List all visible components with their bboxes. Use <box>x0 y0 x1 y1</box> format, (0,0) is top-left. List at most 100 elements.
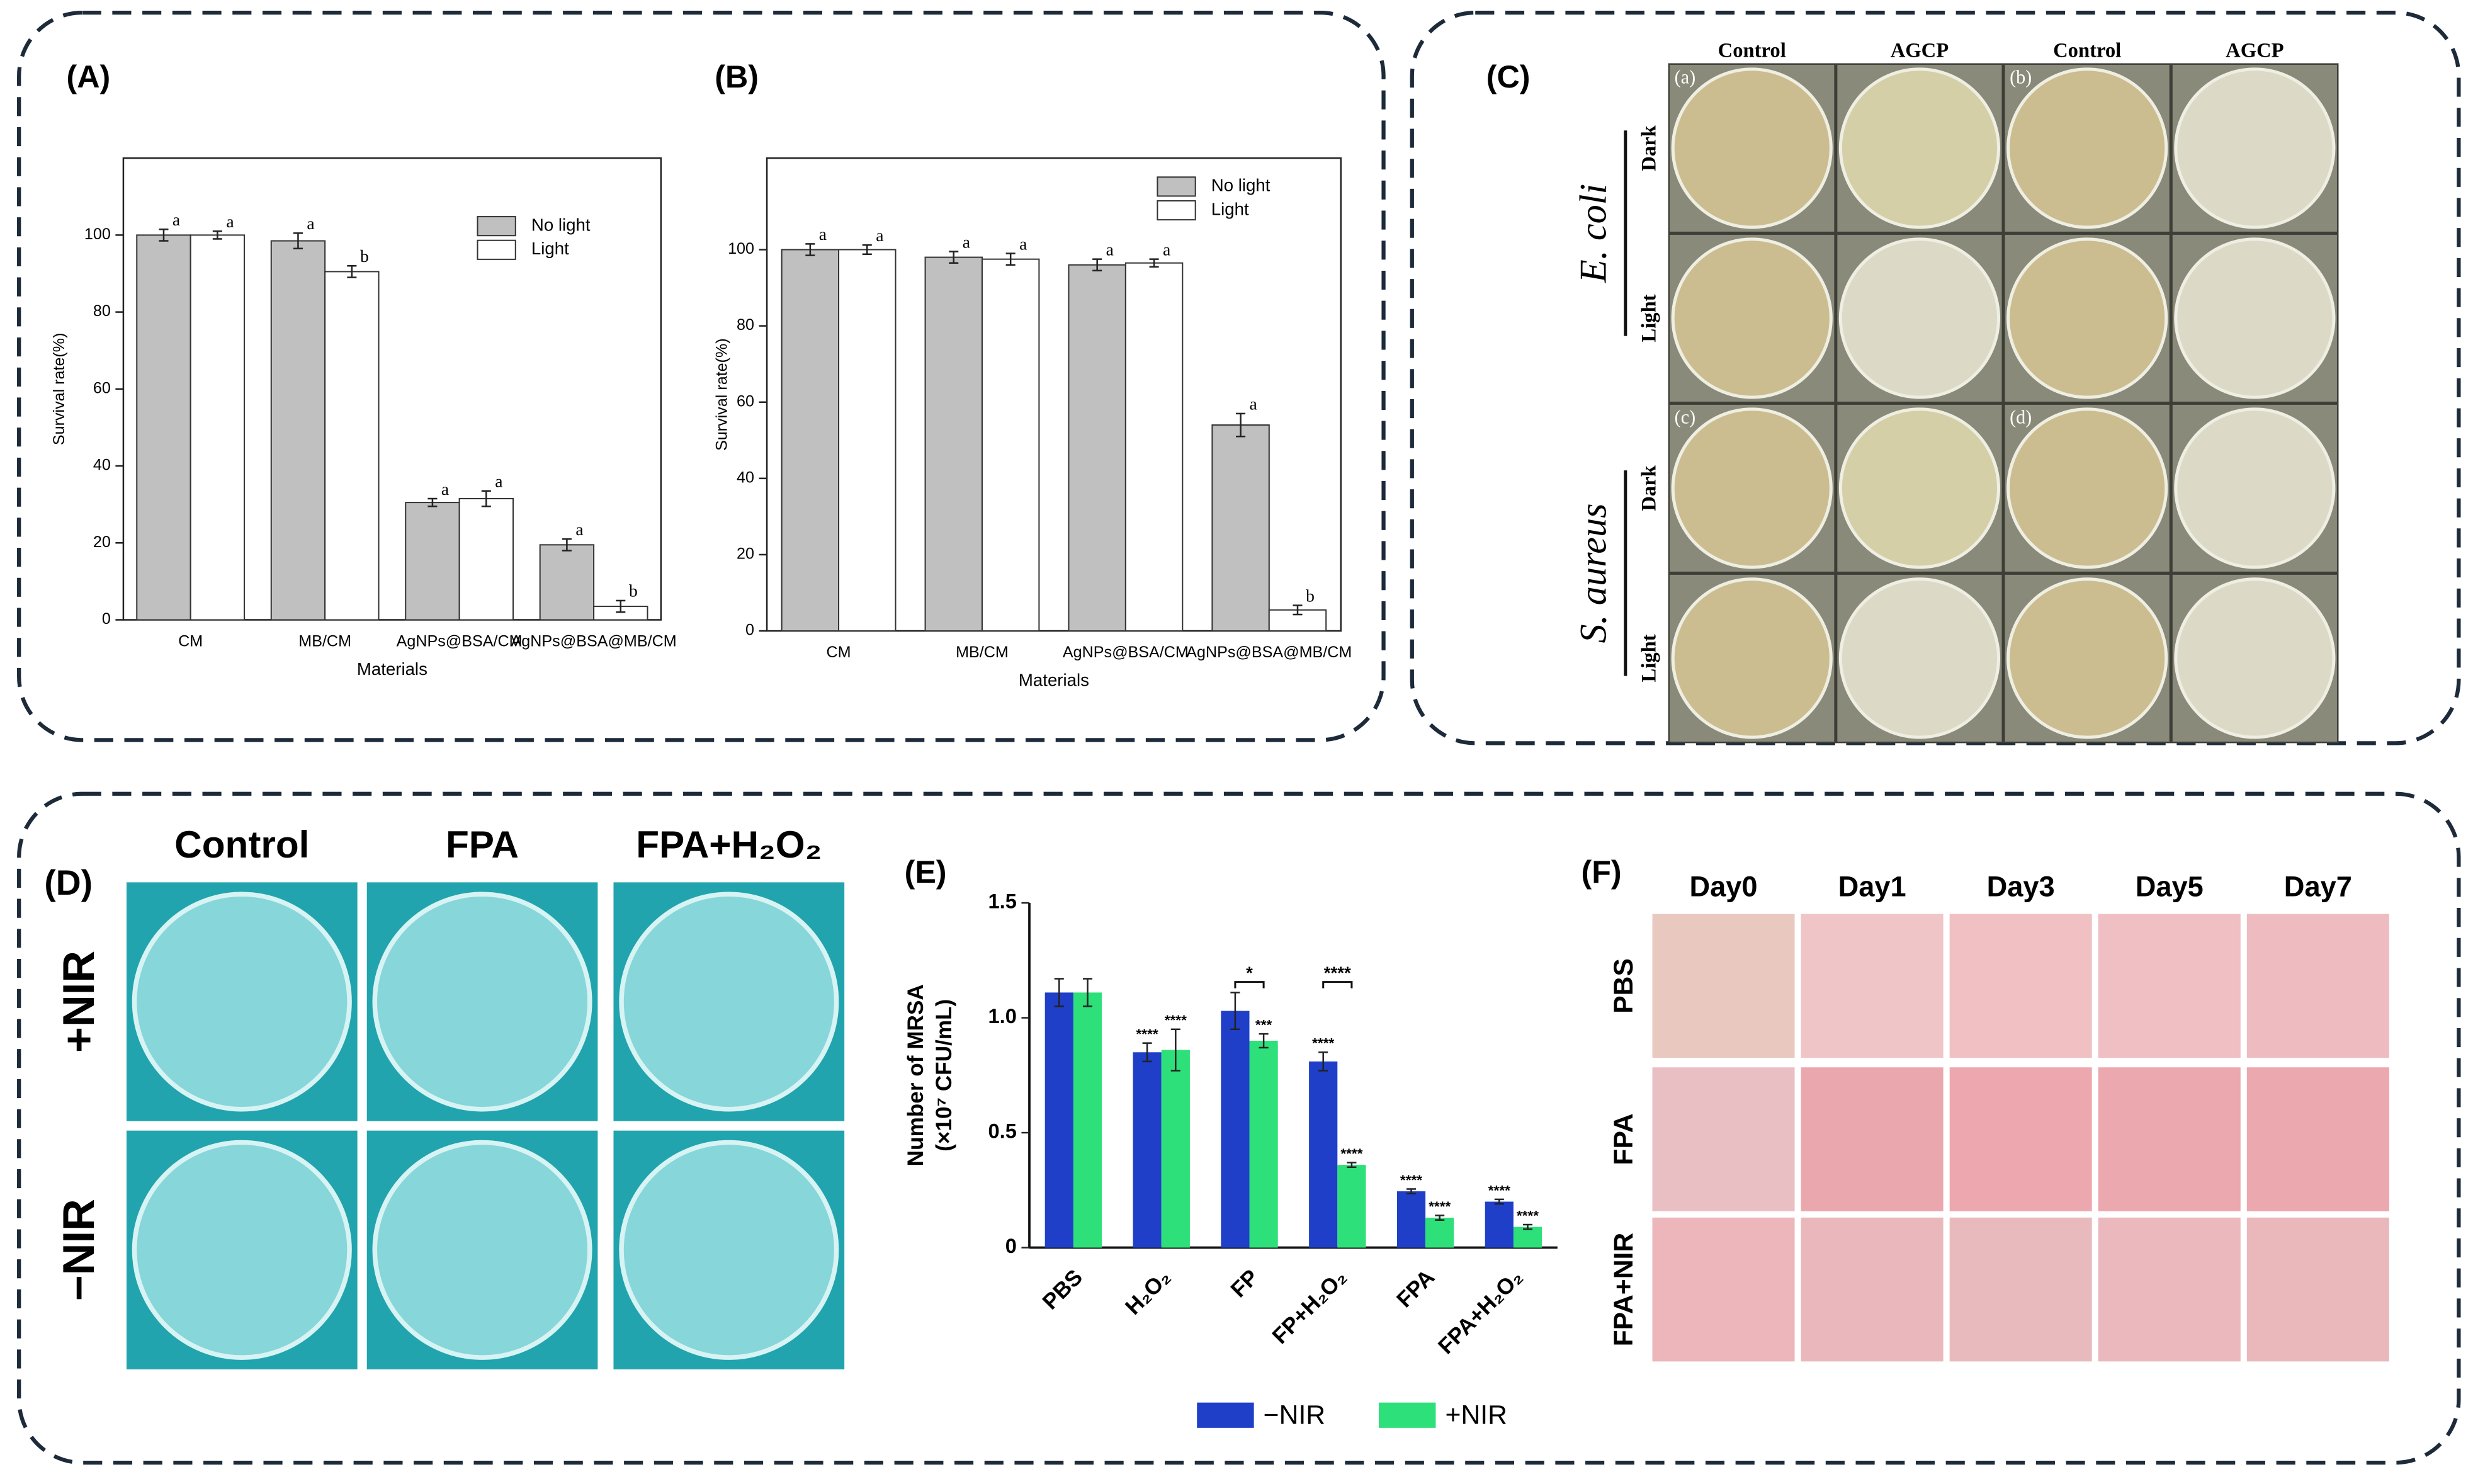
petri-dish <box>1671 237 1833 399</box>
error-bar <box>1054 978 1064 1007</box>
row-label: PBS <box>1609 958 1639 1014</box>
y-tick-label: 100 <box>728 240 754 258</box>
bar <box>1221 1011 1250 1248</box>
significance-bracket <box>1322 981 1353 988</box>
error-bar <box>1494 1198 1504 1205</box>
y-axis-label: Survival rate(%) <box>713 338 730 451</box>
error-bar <box>1318 1051 1328 1072</box>
column-header: FPA <box>446 823 519 866</box>
row-label: FPA+NIR <box>1609 1233 1639 1347</box>
bar-annotation: *** <box>1255 1017 1272 1033</box>
x-tick-label: FPA <box>1392 1265 1439 1312</box>
bar-annotation: a <box>876 225 883 245</box>
bar <box>1249 1041 1278 1248</box>
x-tick-label: AgNPs@BSA/CM <box>1063 643 1189 661</box>
error-bar <box>159 228 169 242</box>
photo <box>2246 1217 2389 1362</box>
plate-label: (a) <box>1675 66 1695 88</box>
petri-dish <box>2174 407 2336 569</box>
photo <box>1949 1067 2092 1211</box>
error-bar <box>293 232 303 250</box>
legend-label: No light <box>531 215 591 234</box>
petri-dish <box>2006 407 2168 569</box>
bar-annotation: a <box>441 479 449 499</box>
row-label: +NIR <box>54 951 103 1053</box>
legend-swatch <box>477 216 516 237</box>
error-bar <box>1347 1162 1357 1169</box>
petri-dish <box>372 1140 592 1360</box>
legend-label: No light <box>1211 176 1270 195</box>
column-header: Day0 <box>1690 870 1758 902</box>
bar <box>838 249 897 632</box>
y-tick-label: 0 <box>102 610 111 628</box>
petri-dish <box>1671 67 1833 229</box>
bar <box>981 258 1040 632</box>
bar <box>1309 1061 1338 1248</box>
photo <box>2098 914 2241 1058</box>
row-label: Light <box>1638 634 1660 682</box>
x-tick-label: PBS <box>1038 1265 1087 1315</box>
plate-label: (b) <box>2010 66 2032 88</box>
panel-label: (D) <box>44 863 93 902</box>
photo <box>1801 1067 1944 1211</box>
bar <box>539 544 595 621</box>
error-bar <box>212 230 222 240</box>
bar-annotation: **** <box>1488 1182 1510 1198</box>
bar <box>1396 1191 1426 1248</box>
petri-dish <box>1838 67 2001 229</box>
bar-annotation: b <box>629 581 638 601</box>
y-tick-label: 80 <box>737 316 754 334</box>
error-bar <box>347 265 357 278</box>
error-bar <box>1005 252 1016 266</box>
error-bar <box>562 538 572 552</box>
error-bar <box>616 599 626 613</box>
photo <box>2246 914 2389 1058</box>
y-tick-label: 0 <box>1005 1234 1017 1257</box>
column-header: Day5 <box>2136 870 2204 902</box>
significance-label: **** <box>1324 963 1351 982</box>
error-bar <box>1293 604 1303 616</box>
bar-annotation: a <box>1106 239 1114 259</box>
photo <box>2098 1217 2241 1362</box>
error-bar <box>1142 1042 1152 1063</box>
x-axis-label: Materials <box>357 659 427 679</box>
y-tick-label: 0 <box>745 621 754 639</box>
row-label: Dark <box>1638 125 1660 171</box>
y-axis-label: Number of MRSA <box>903 984 928 1166</box>
error-bar <box>481 490 491 507</box>
error-bar <box>1435 1215 1445 1221</box>
petri-dish <box>132 1140 352 1360</box>
row-label: Light <box>1638 294 1660 342</box>
plate-label: (d) <box>2010 406 2032 428</box>
bar-annotation: a <box>226 212 234 231</box>
column-header: FPA+H₂O₂ <box>636 823 822 866</box>
panel-label: (A) <box>67 59 111 94</box>
petri-dish <box>1671 577 1833 739</box>
x-tick-label: FPA+H₂O₂ <box>1434 1265 1527 1359</box>
petri-dish <box>1671 407 1833 569</box>
row-label: Dark <box>1638 465 1660 511</box>
legend-label: Light <box>531 239 569 258</box>
row-label: −NIR <box>54 1199 103 1301</box>
photo <box>1949 914 2092 1058</box>
x-tick-label: AgNPs@BSA/CM <box>397 632 523 650</box>
error-bar <box>1082 978 1093 1007</box>
photo <box>1801 1217 1944 1362</box>
x-tick-label: MB/CM <box>298 632 351 650</box>
frame-ab <box>17 10 1386 742</box>
bar <box>1337 1165 1366 1248</box>
bar <box>1211 424 1270 632</box>
y-axis-label: (×10⁷ CFU/mL) <box>932 999 956 1152</box>
y-tick-label: 60 <box>737 392 754 410</box>
significance-label: * <box>1246 963 1253 982</box>
x-tick-label: CM <box>827 643 851 661</box>
plot-frame <box>766 157 1342 632</box>
legend-label: −NIR <box>1264 1400 1325 1430</box>
panel-label: (C) <box>1486 59 1531 94</box>
panel-label: (E) <box>905 854 947 890</box>
bar <box>1513 1226 1542 1248</box>
legend-label: Light <box>1211 199 1249 218</box>
petri-dish <box>2174 237 2336 399</box>
